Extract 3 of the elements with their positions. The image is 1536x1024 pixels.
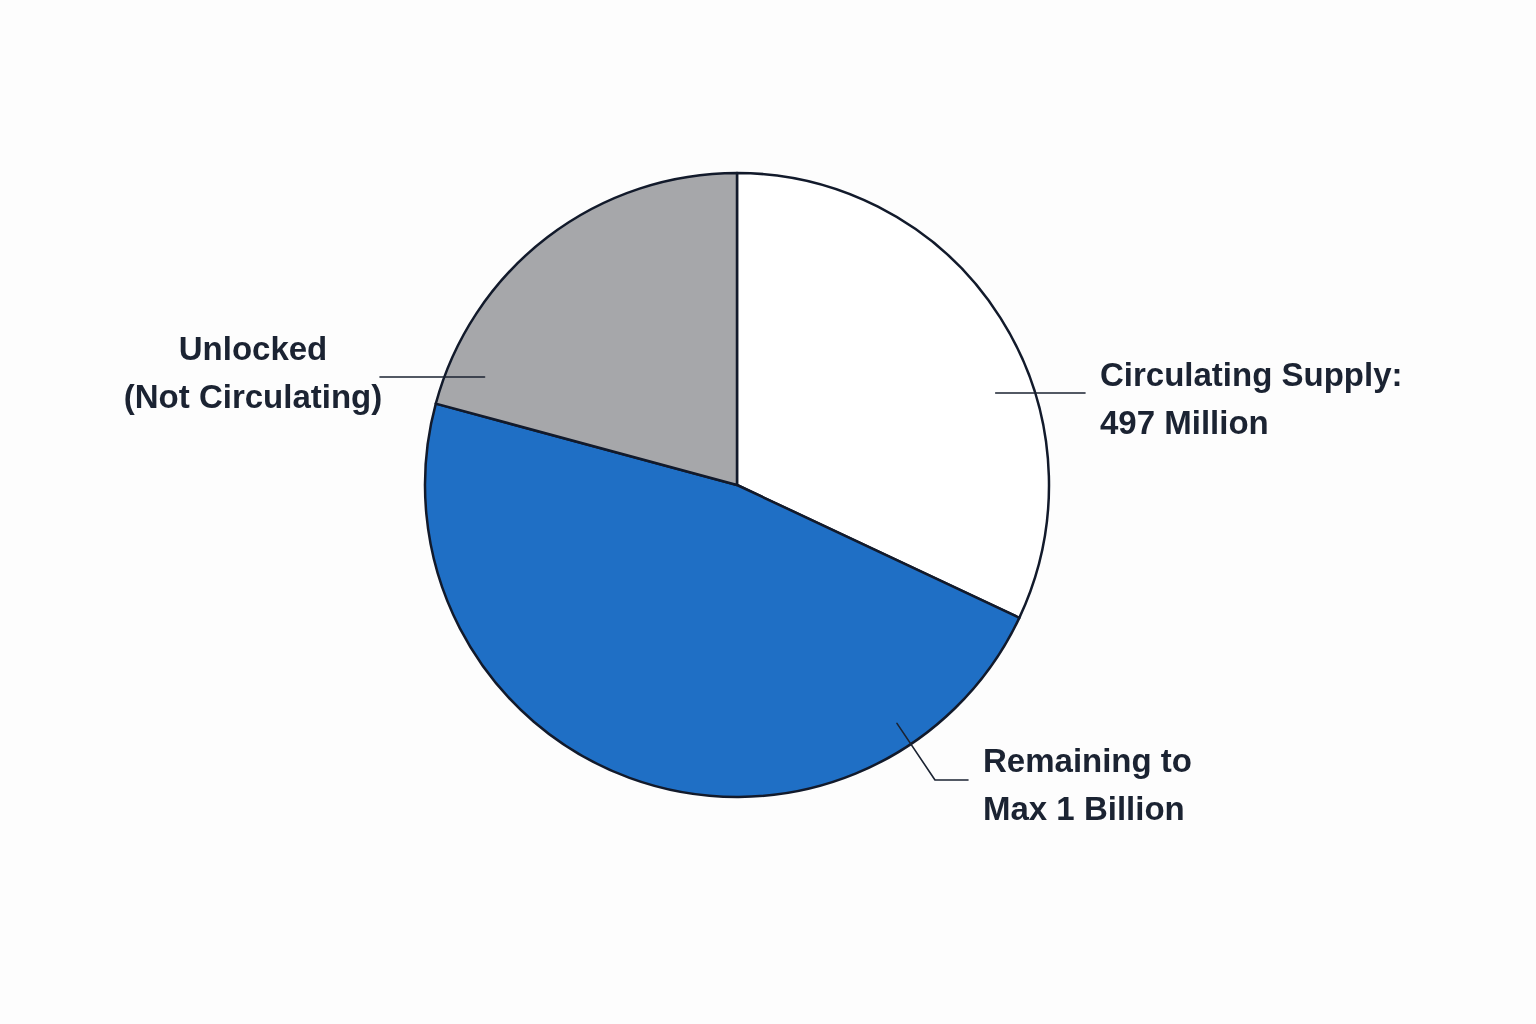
slice-label: Unlocked (Not Circulating): [123, 330, 383, 415]
slice-label: Circulating Supply: 497 Million: [1100, 356, 1403, 441]
slice-label: Remaining to Max 1 Billion: [983, 742, 1193, 827]
